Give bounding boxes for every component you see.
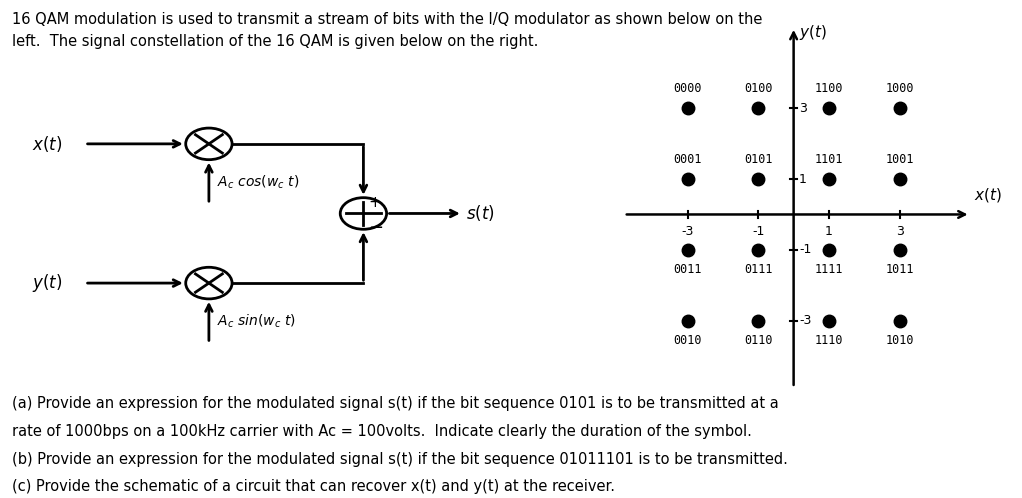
Text: 1: 1 (825, 225, 833, 238)
Text: $A_c\ \mathit{cos}(w_c\ t)$: $A_c\ \mathit{cos}(w_c\ t)$ (218, 173, 299, 191)
Text: -3: -3 (682, 225, 694, 238)
Text: $y(t)$: $y(t)$ (33, 272, 62, 294)
Text: rate of 1000bps on a 100kHz carrier with Ac = 100volts.  Indicate clearly the du: rate of 1000bps on a 100kHz carrier with… (12, 424, 752, 439)
Text: 0001: 0001 (673, 153, 702, 166)
Text: 3: 3 (799, 102, 806, 115)
Text: 0101: 0101 (744, 153, 773, 166)
Text: $y(t)$: $y(t)$ (799, 23, 827, 42)
Text: $x(t)$: $x(t)$ (33, 134, 62, 154)
Text: 0110: 0110 (744, 334, 773, 347)
Text: (c) Provide the schematic of a circuit that can recover x(t) and y(t) at the rec: (c) Provide the schematic of a circuit t… (12, 479, 615, 494)
Text: 16 QAM modulation is used to transmit a stream of bits with the I/Q modulator as: 16 QAM modulation is used to transmit a … (12, 12, 762, 49)
Text: -1: -1 (752, 225, 764, 238)
Text: $A_c\ \mathit{sin}(w_c\ t)$: $A_c\ \mathit{sin}(w_c\ t)$ (218, 312, 296, 330)
Text: 1001: 1001 (885, 153, 914, 166)
Text: 3: 3 (896, 225, 903, 238)
Text: 0010: 0010 (673, 334, 702, 347)
Text: 1100: 1100 (815, 82, 843, 95)
Text: 1010: 1010 (885, 334, 914, 347)
Text: 0011: 0011 (673, 263, 702, 276)
Text: 1101: 1101 (815, 153, 843, 166)
Text: -3: -3 (799, 314, 811, 327)
Text: 1011: 1011 (885, 263, 914, 276)
Text: 0000: 0000 (673, 82, 702, 95)
Text: 1111: 1111 (815, 263, 843, 276)
Text: $+$: $+$ (368, 195, 381, 211)
Text: $-$: $-$ (368, 217, 383, 235)
Text: -1: -1 (799, 244, 811, 256)
Text: 0111: 0111 (744, 263, 773, 276)
Text: (a) Provide an expression for the modulated signal s(t) if the bit sequence 0101: (a) Provide an expression for the modula… (12, 396, 779, 411)
Text: (b) Provide an expression for the modulated signal s(t) if the bit sequence 0101: (b) Provide an expression for the modula… (12, 452, 788, 467)
Text: 0100: 0100 (744, 82, 773, 95)
Text: $x(t)$: $x(t)$ (974, 186, 1002, 204)
Text: 1000: 1000 (885, 82, 914, 95)
Text: 1110: 1110 (815, 334, 843, 347)
Text: $s(t)$: $s(t)$ (466, 204, 495, 224)
Text: 1: 1 (799, 173, 806, 186)
